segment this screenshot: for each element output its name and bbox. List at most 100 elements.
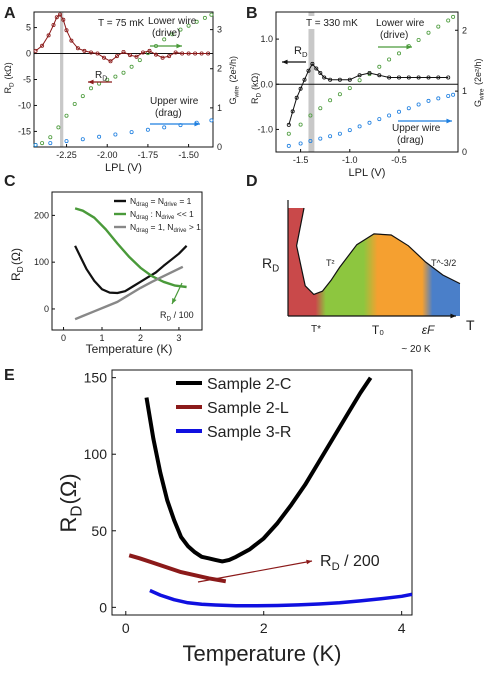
- series-drive-point: [436, 24, 441, 29]
- series-drag-point: [387, 113, 392, 118]
- drive-label-2: (drive): [380, 30, 408, 41]
- y-tick-label: 50: [91, 523, 107, 539]
- series-rd-point: [75, 46, 80, 51]
- tick-sublabel: ~ 20 K: [401, 344, 431, 355]
- series-rd-point: [426, 75, 431, 80]
- series-drag-point: [347, 128, 352, 133]
- series-drive-point: [337, 92, 342, 97]
- y-axis-label: RD(Ω): [56, 473, 86, 532]
- series-drag-point: [377, 117, 382, 122]
- x-tick-label: 0: [61, 333, 66, 343]
- series-drag-point: [406, 106, 411, 111]
- series-drive-point: [396, 51, 401, 56]
- series-rd-point: [61, 17, 66, 22]
- series-drag-point: [416, 102, 421, 107]
- series-rd-point: [199, 51, 204, 56]
- series-drive-point: [129, 64, 134, 69]
- y-tick-label: 100: [84, 446, 108, 462]
- series-drag-point: [129, 130, 134, 135]
- tick-label-t0: T₀: [372, 323, 384, 337]
- y-tick-label: -5: [23, 75, 31, 85]
- y-right-axis-label: Gwire (2e²/h): [228, 56, 240, 105]
- series-drive-point: [137, 58, 142, 63]
- y-right-tick-label: 0: [217, 142, 222, 152]
- region-label-t2: T²: [326, 258, 335, 268]
- tick-label-ef: εF: [422, 323, 435, 337]
- drag-label: Upper wire: [150, 96, 199, 107]
- series-drag-point: [298, 141, 303, 146]
- y-tick-label: 0.0: [260, 79, 273, 89]
- y-label-text: RD: [250, 93, 262, 105]
- y-right-tick-label: 3: [217, 25, 222, 35]
- series-drive-point: [64, 113, 69, 118]
- series-rd-point: [115, 54, 120, 59]
- series-rd-point: [153, 52, 158, 57]
- panel-letter-d: D: [246, 173, 258, 190]
- series-drag-point: [426, 98, 431, 103]
- rd100-arrow-head: [172, 298, 177, 304]
- series-drive-point: [48, 135, 53, 140]
- series-rd-point: [286, 122, 291, 127]
- y-right-label-unit: (2e²/h): [473, 58, 483, 85]
- x-tick-label: 3: [176, 333, 181, 343]
- series-rd-point: [396, 75, 401, 80]
- series-rd-point: [406, 75, 411, 80]
- drag-arrow-head: [194, 121, 200, 127]
- series-drive-point: [426, 30, 431, 35]
- region-label-t32: T^-3/2: [431, 258, 456, 268]
- series-drive-point: [178, 27, 183, 32]
- series-drag-point: [80, 137, 85, 142]
- series-drag-point: [318, 136, 323, 141]
- rd100-label: RD / 100: [160, 310, 194, 322]
- series-drive-point: [451, 14, 456, 19]
- rd200-arrow-head: [306, 559, 312, 565]
- y-axis-label: RD: [262, 255, 279, 275]
- resistance-curve: [295, 207, 461, 296]
- y-tick-label: 150: [84, 370, 108, 386]
- drive-arrow-head: [406, 44, 412, 50]
- series-drive-point: [416, 38, 421, 43]
- x-tick-label: -0.5: [391, 155, 407, 165]
- series-rd-point: [337, 77, 342, 82]
- panel-b: -1.5 -1.0 -0.5 1.0 0.0 -1.0 0 1 2 T = 330 mK Lower…: [250, 11, 485, 179]
- y-label-text: RD: [3, 82, 15, 94]
- series-drive-point: [446, 18, 451, 23]
- series-rd-point: [46, 33, 51, 38]
- series-rd-point: [160, 55, 165, 60]
- series-drive-point: [162, 37, 167, 42]
- y-right-label-text: Gwire: [228, 85, 240, 104]
- series-rd-point: [51, 22, 56, 27]
- series-rd-point: [64, 28, 69, 33]
- series-2: [74, 207, 187, 289]
- y-tick-label: -15: [18, 126, 31, 136]
- drive-label: Lower wire: [376, 18, 425, 29]
- x-tick-label: 4: [398, 620, 406, 636]
- legend-entry: Sample 2-L: [207, 400, 289, 417]
- x-axis-label: T: [466, 317, 475, 333]
- y-label-text: RD: [9, 266, 25, 281]
- series-rd-point: [294, 95, 299, 100]
- series-drive-point: [318, 106, 323, 111]
- y-label-unit: (Ω): [9, 248, 23, 265]
- series-3: [149, 588, 413, 608]
- series-drive-point: [328, 98, 333, 103]
- panel-letter-e: E: [4, 367, 15, 384]
- x-tick-label: 2: [260, 620, 268, 636]
- series-drive-point: [194, 19, 199, 24]
- series-rd-point: [127, 53, 132, 58]
- resistance-area: [288, 208, 460, 316]
- series-rd-point: [82, 48, 87, 53]
- series-drive-point: [105, 77, 110, 82]
- x-tick-label: -1.75: [138, 150, 159, 160]
- series-rd-point: [206, 51, 211, 56]
- y-right-axis-label: Gwire (2e²/h): [473, 58, 485, 107]
- panel-letter-a: A: [4, 5, 16, 22]
- series-1: [144, 376, 373, 564]
- series-drag-point: [451, 92, 456, 97]
- x-tick-label: -1.5: [293, 155, 309, 165]
- x-tick-label: -1.50: [178, 150, 199, 160]
- series-drag-point: [436, 96, 441, 101]
- y-tick-label: -1.0: [257, 124, 273, 134]
- drag-label: Upper wire: [392, 123, 441, 134]
